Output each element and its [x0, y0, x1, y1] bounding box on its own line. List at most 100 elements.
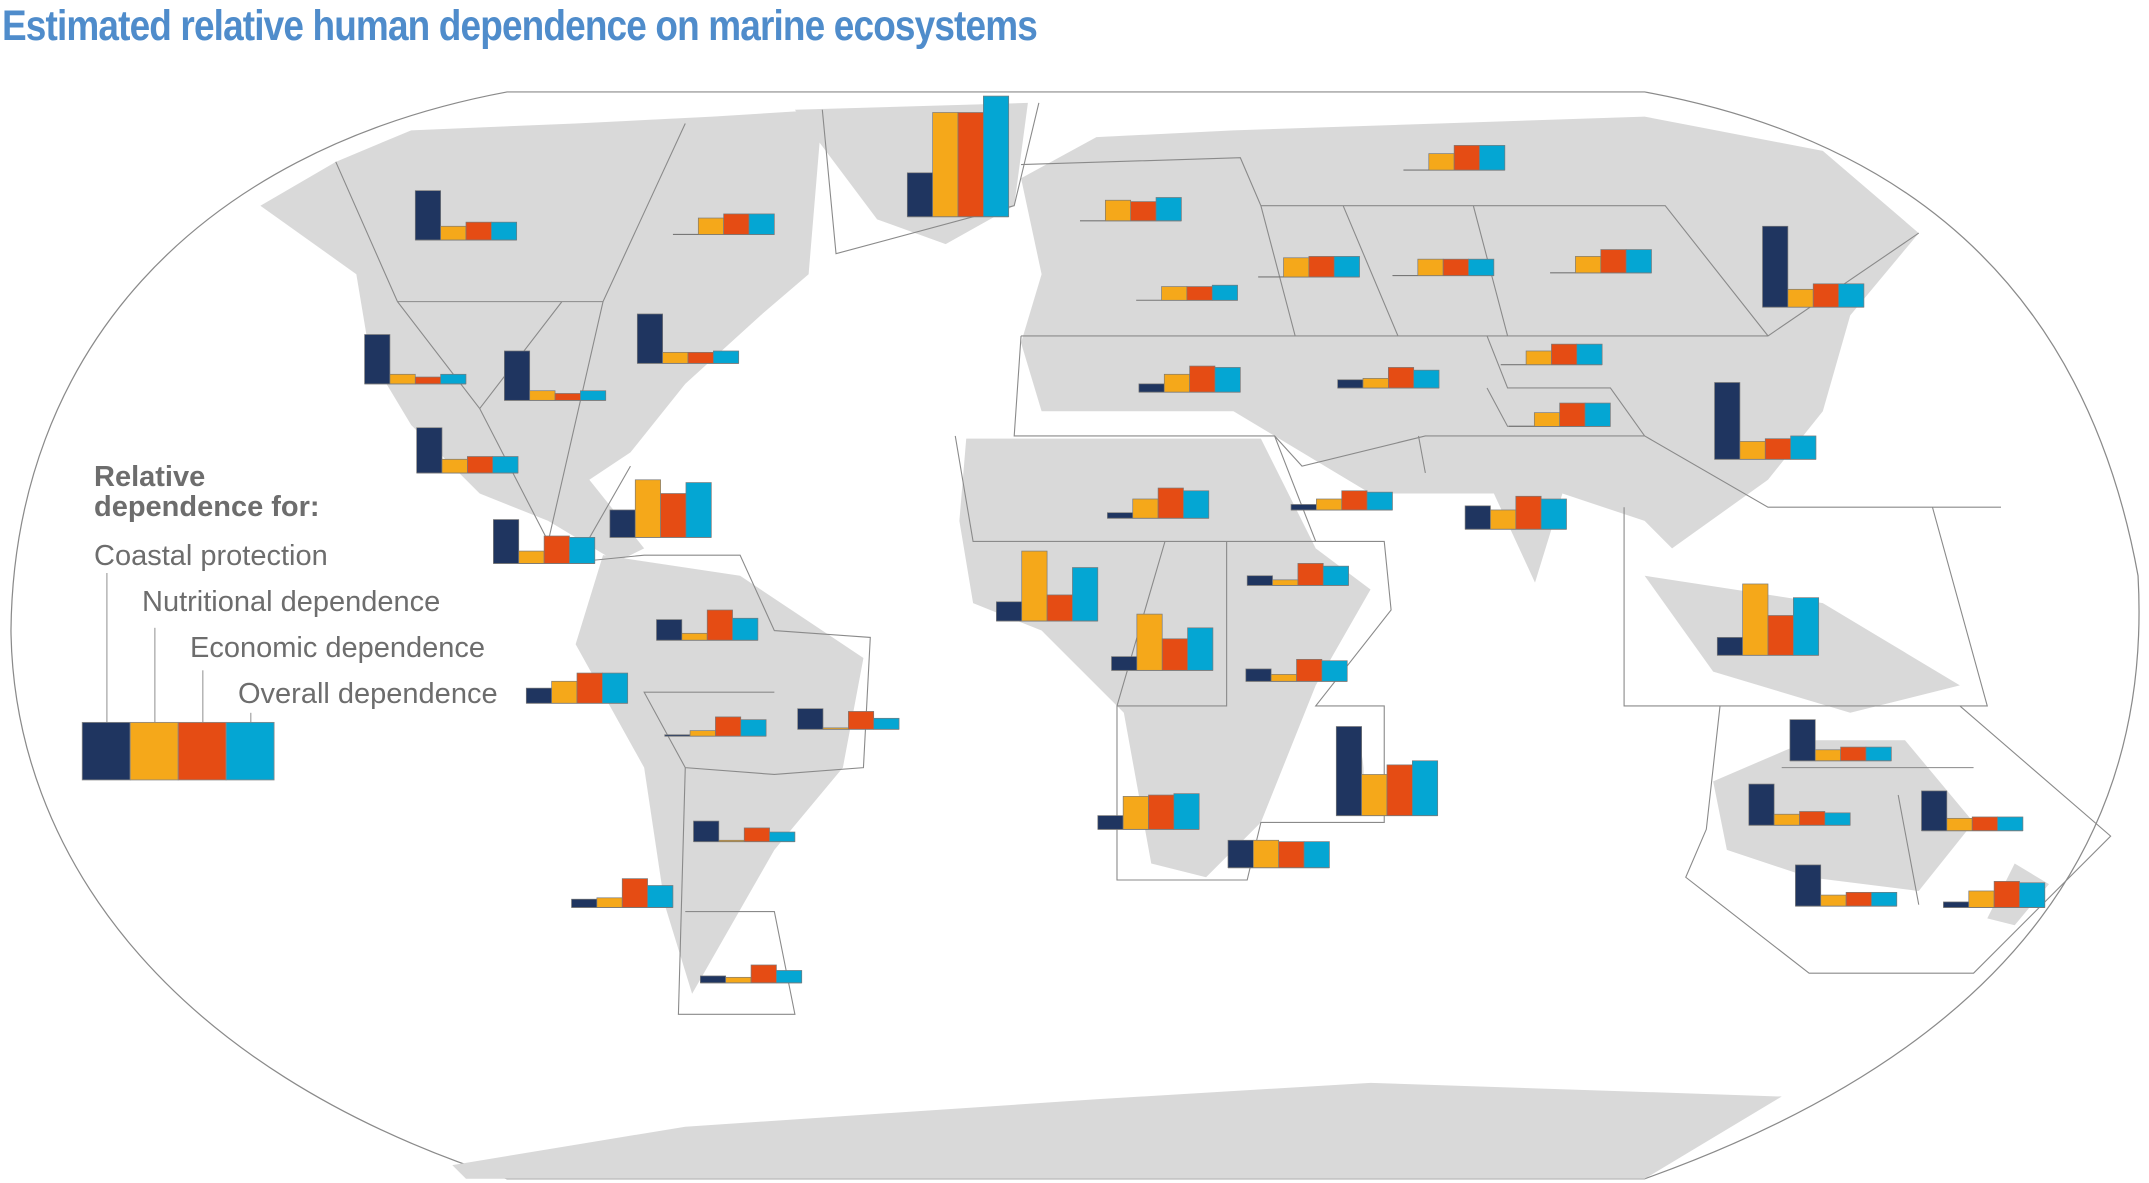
- regional-bar-charts: [364, 95, 2046, 984]
- region-chart: [1079, 197, 1182, 222]
- bar-coastal: [636, 313, 663, 364]
- bar-nutritional: [1773, 813, 1800, 826]
- bar-overall: [1479, 145, 1506, 171]
- bar-nutritional: [1946, 817, 1973, 832]
- bar-nutritional: [441, 458, 468, 474]
- bar-nutritional: [725, 976, 752, 984]
- bar-coastal: [1335, 726, 1362, 816]
- page-title: Estimated relative human dependence on m…: [2, 2, 1038, 50]
- region-chart: [1097, 793, 1200, 830]
- region-chart: [414, 190, 518, 241]
- region-chart: [1550, 249, 1652, 274]
- bar-overall: [2019, 882, 2046, 908]
- bar-overall: [713, 350, 740, 364]
- bar-nutritional: [1820, 894, 1847, 907]
- bar-nutritional: [1270, 674, 1297, 682]
- bar-overall: [490, 221, 518, 241]
- bar-nutritional: [1104, 199, 1132, 222]
- bar-economic: [1161, 638, 1188, 671]
- region-chart: [700, 964, 803, 984]
- region-chart: [1111, 613, 1214, 671]
- region-chart: [1138, 365, 1241, 393]
- bar-economic: [576, 672, 603, 704]
- bar-coastal: [656, 619, 683, 641]
- bar-economic: [1388, 367, 1415, 389]
- bar-economic: [414, 376, 441, 385]
- legend-heading-line1: Relative: [94, 461, 206, 493]
- bar-nutritional: [440, 225, 467, 241]
- region-chart: [1290, 490, 1393, 511]
- bar-economic: [1341, 490, 1368, 511]
- bar-overall: [748, 213, 775, 235]
- bar-economic: [1845, 891, 1872, 907]
- bar-nutritional: [1021, 550, 1048, 622]
- bar-economic: [723, 213, 750, 235]
- bar-economic: [1812, 283, 1839, 308]
- north-america: [260, 109, 823, 563]
- bar-overall: [1413, 369, 1440, 389]
- bar-economic: [1130, 201, 1157, 222]
- bar-coastal: [1337, 379, 1364, 389]
- bar-economic: [660, 493, 687, 538]
- bar-coastal: [1246, 575, 1273, 586]
- bar-economic: [1600, 249, 1627, 274]
- bar-overall: [492, 456, 519, 474]
- region-chart: [571, 878, 674, 908]
- region-chart: [1227, 839, 1330, 869]
- bar-economic: [1442, 258, 1469, 276]
- bar-nutritional: [1253, 839, 1280, 869]
- bar-nutritional: [1316, 498, 1343, 511]
- bar-coastal: [1762, 225, 1789, 308]
- bar-overall: [1838, 283, 1865, 308]
- bar-coastal: [1795, 864, 1822, 907]
- region-chart: [364, 334, 467, 385]
- region-chart: [1716, 583, 1820, 656]
- bar-overall: [776, 970, 803, 984]
- region-chart: [636, 313, 740, 364]
- bar-overall: [1584, 402, 1611, 427]
- bar-nutritional: [1361, 774, 1388, 816]
- bar-economic: [750, 964, 777, 984]
- legend-heading: Relative dependence for:: [94, 462, 320, 522]
- region-chart: [493, 519, 596, 564]
- bar-nutritional: [389, 373, 416, 385]
- bar-overall: [1790, 435, 1817, 460]
- bar-economic: [715, 716, 742, 737]
- bar-economic: [848, 711, 875, 730]
- region-chart: [1335, 726, 1439, 817]
- region-chart: [1795, 864, 1898, 907]
- bar-nutritional: [634, 479, 661, 538]
- region-chart: [1258, 256, 1360, 278]
- bar-overall: [769, 831, 796, 842]
- bar-overall: [1321, 660, 1348, 682]
- bar-economic: [465, 221, 492, 241]
- bar-nutritional: [551, 680, 578, 704]
- bar-economic: [1157, 487, 1184, 519]
- bar-coastal: [797, 708, 824, 730]
- bar-coastal: [1227, 839, 1254, 869]
- bar-coastal: [1138, 383, 1165, 393]
- region-chart: [1508, 402, 1611, 427]
- bar-overall: [1303, 841, 1330, 869]
- region-chart: [1748, 783, 1851, 826]
- region-chart: [1136, 284, 1238, 301]
- region-chart: [1337, 367, 1440, 389]
- bar-economic: [1764, 438, 1791, 460]
- bar-nutritional: [1163, 373, 1190, 393]
- bar-coastal: [1921, 790, 1948, 832]
- region-chart: [1943, 881, 2046, 908]
- legend-swatch-nutritional: [129, 721, 179, 781]
- bar-coastal: [1464, 505, 1491, 530]
- bar-economic: [543, 535, 570, 564]
- bar-overall: [1468, 258, 1495, 276]
- bar-nutritional: [518, 550, 545, 564]
- region-chart: [996, 550, 1099, 622]
- antarctica: [452, 1082, 1782, 1179]
- bar-economic: [1297, 563, 1324, 586]
- bar-nutritional: [1283, 257, 1310, 278]
- bar-coastal: [996, 601, 1023, 622]
- region-chart: [1762, 225, 1865, 308]
- region-chart: [504, 350, 607, 401]
- bar-overall: [1173, 793, 1200, 830]
- bar-overall: [1576, 343, 1603, 366]
